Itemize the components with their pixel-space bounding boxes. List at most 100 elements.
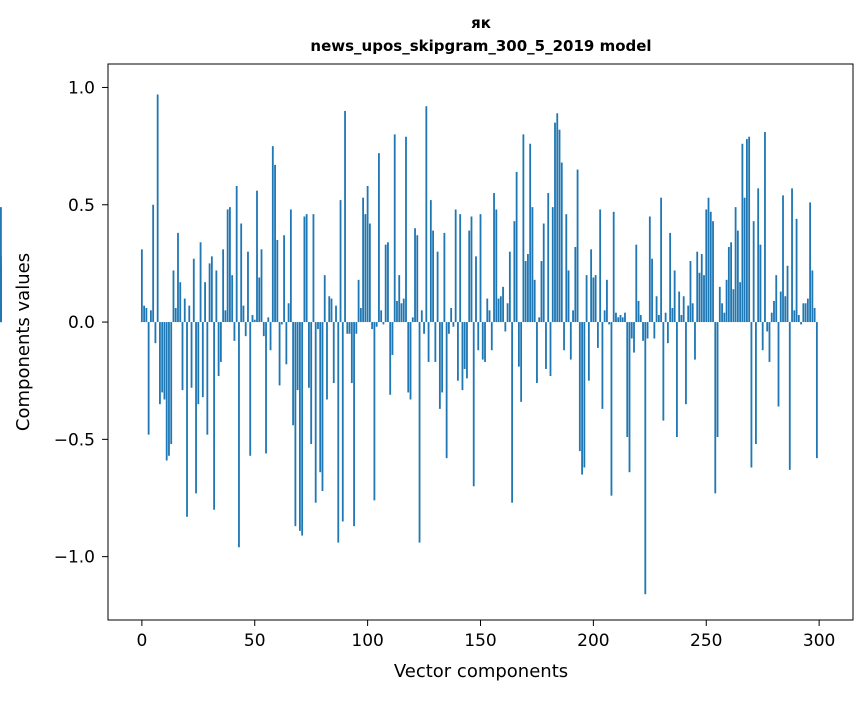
bar-43 [238, 322, 240, 548]
bar-199 [590, 249, 593, 323]
bar-294 [804, 303, 807, 323]
bar-242 [687, 305, 690, 323]
bar-42 [235, 185, 238, 323]
bar-188 [565, 214, 568, 323]
bar-302 [0, 207, 2, 323]
bar-295 [806, 298, 809, 323]
bar-252 [709, 211, 712, 323]
bar-205 [603, 310, 606, 323]
bar-241 [685, 322, 687, 405]
bar-221 [639, 315, 642, 323]
bar-40 [231, 275, 234, 323]
bar-89 [341, 322, 344, 522]
bar-220 [637, 300, 640, 323]
plot-frame [107, 63, 854, 621]
y-tick-label: 0.5 [68, 196, 95, 216]
y-axis-label: Components values [13, 253, 34, 431]
bar-258 [723, 312, 726, 323]
bar-181 [549, 322, 552, 377]
bar-280 [773, 300, 775, 323]
bar-286 [786, 265, 789, 323]
bar-78 [317, 322, 319, 330]
chart-subtitle: news_upos_skipgram_300_5_2019 model [310, 37, 651, 55]
bar-129 [432, 230, 434, 323]
bar-209 [612, 211, 615, 323]
bar-143 [463, 322, 466, 369]
bar-12 [168, 322, 170, 456]
bar-58 [271, 146, 274, 323]
bar-278 [768, 322, 771, 362]
bar-45 [242, 305, 245, 323]
bar-126 [425, 106, 428, 323]
bar-274 [759, 244, 762, 323]
bar-243 [689, 261, 692, 323]
bar-99 [364, 214, 367, 323]
bar-114 [398, 275, 401, 323]
bar-62 [280, 322, 283, 325]
bar-298 [813, 307, 816, 323]
bar-101 [368, 223, 371, 323]
bar-2 [145, 307, 148, 323]
bar-108 [384, 244, 387, 323]
bar-74 [308, 322, 310, 388]
bar-61 [278, 322, 281, 386]
bar-288 [791, 188, 793, 323]
bar-232 [664, 312, 667, 323]
bar-48 [249, 322, 252, 456]
bar-157 [495, 209, 498, 323]
bar-206 [606, 279, 608, 323]
bar-284 [782, 195, 784, 323]
bar-11 [165, 322, 168, 461]
bar-281 [775, 275, 778, 323]
bar-303 [0, 265, 2, 323]
bar-285 [784, 296, 787, 323]
bar-136 [447, 322, 450, 334]
bar-105 [378, 153, 380, 323]
bar-84 [330, 298, 333, 323]
bar-163 [508, 251, 511, 323]
bar-216 [628, 322, 631, 473]
bar-153 [486, 298, 489, 323]
bar-128 [429, 200, 432, 323]
bar-117 [405, 136, 407, 323]
bar-133 [441, 322, 444, 393]
bar-248 [700, 254, 703, 323]
bar-265 [739, 282, 742, 323]
bar-156 [493, 193, 495, 323]
bar-253 [712, 221, 714, 323]
bar-269 [748, 136, 751, 323]
bar-119 [409, 322, 412, 400]
y-tick-label: −1.0 [54, 548, 95, 568]
bar-212 [619, 315, 622, 323]
bar-97 [359, 307, 362, 323]
bar-86 [335, 305, 337, 323]
bar-83 [328, 296, 331, 323]
bar-39 [229, 207, 231, 323]
bar-184 [556, 113, 559, 323]
bar-90 [344, 110, 346, 323]
bar-29 [206, 322, 209, 435]
bar-118 [407, 322, 410, 393]
bar-9 [161, 322, 164, 393]
bar-254 [714, 322, 717, 494]
bar-151 [481, 322, 484, 360]
bar-138 [452, 322, 455, 327]
bar-102 [371, 322, 374, 330]
bar-75 [310, 322, 313, 445]
bar-91 [346, 322, 349, 334]
bar-200 [592, 277, 595, 323]
bar-68 [294, 322, 297, 527]
bar-152 [484, 322, 486, 362]
bar-103 [373, 322, 376, 501]
bar-64 [285, 322, 288, 365]
bar-54 [262, 322, 265, 337]
bar-166 [515, 171, 518, 323]
bar-160 [502, 286, 504, 323]
bar-7 [156, 94, 159, 323]
bar-16 [177, 232, 179, 323]
bar-194 [578, 322, 581, 452]
y-tick-label: −0.5 [54, 430, 95, 450]
bar-71 [301, 322, 304, 536]
x-tick-label: 250 [690, 631, 722, 651]
bar-169 [522, 134, 525, 323]
